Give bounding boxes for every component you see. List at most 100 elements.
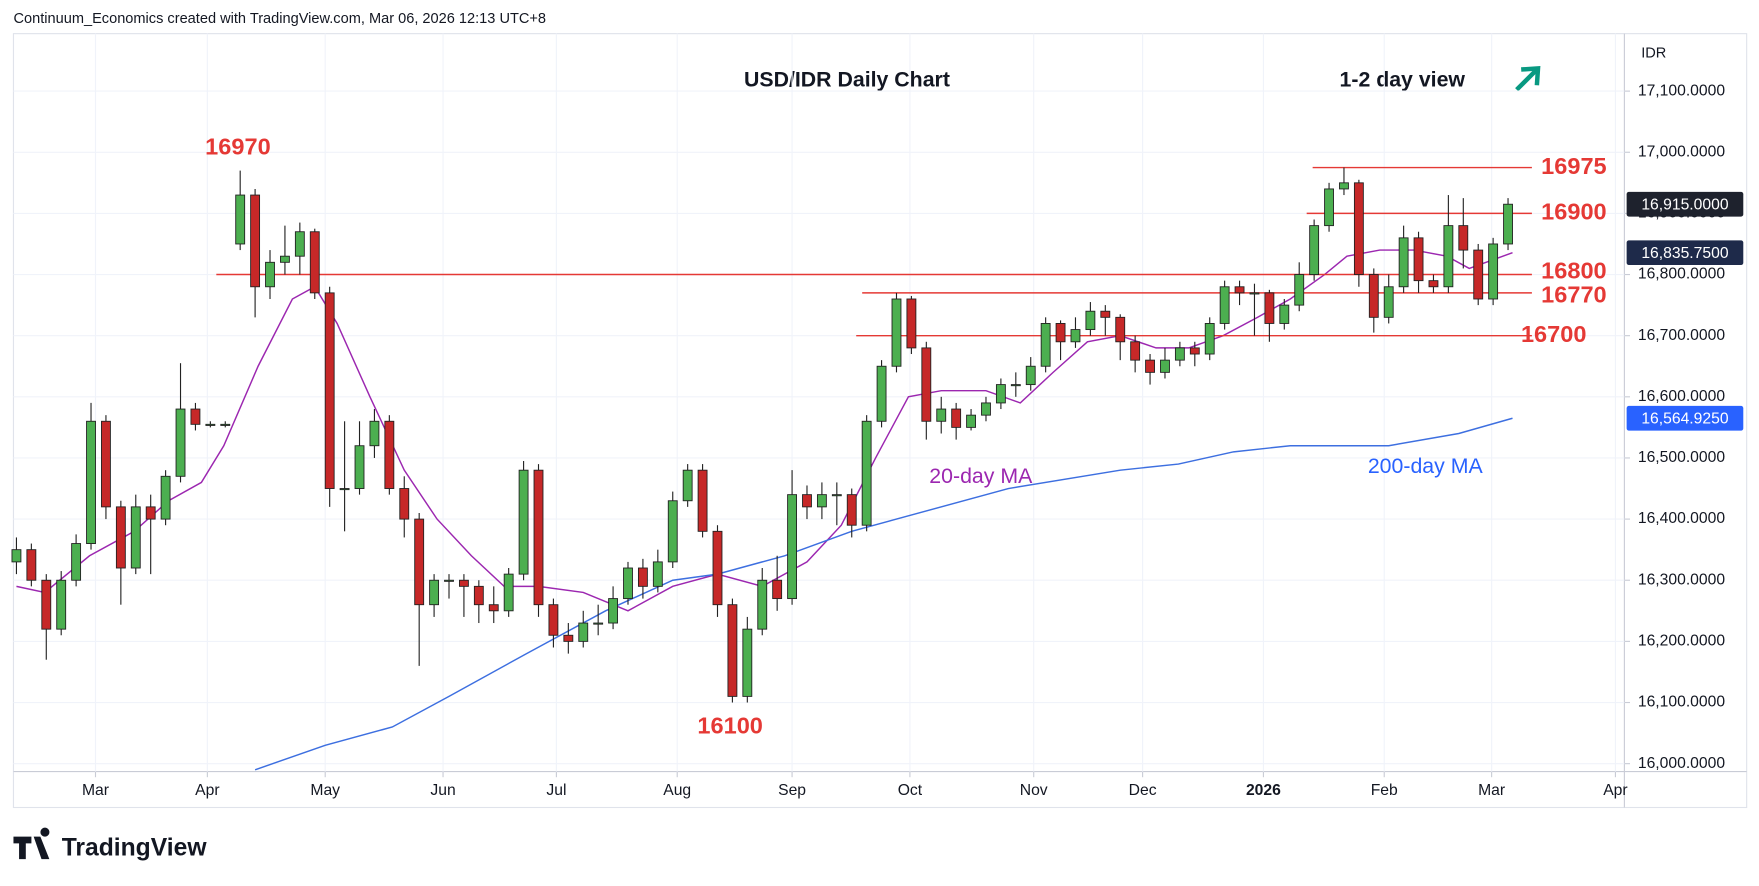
candle-body — [384, 420, 395, 489]
brand: TradingView — [62, 835, 208, 862]
candle-body — [265, 261, 275, 288]
level-label: 16975 — [1541, 153, 1606, 179]
candle-body — [399, 488, 410, 520]
moving-average — [254, 417, 1513, 771]
candle-body — [369, 420, 380, 447]
header: Continuum_Economics created with Trading… — [13, 11, 546, 27]
candle-body — [1160, 359, 1170, 373]
price-tag-label: 16,915.0000 — [1641, 196, 1729, 213]
candle-body — [831, 494, 842, 497]
candle-body — [593, 622, 604, 625]
candle-body — [861, 420, 872, 526]
candle-body — [1383, 286, 1394, 318]
y-tick-label: 16,300.0000 — [1638, 571, 1726, 588]
candle-body — [1368, 274, 1379, 318]
candle-body — [682, 469, 693, 502]
candle-body — [280, 255, 290, 263]
candle-body — [891, 298, 902, 367]
candle-body — [101, 420, 111, 508]
candle-body — [250, 194, 261, 288]
y-tick-label: 17,000.0000 — [1638, 143, 1726, 160]
candle-body — [951, 408, 962, 428]
candle-body — [1204, 323, 1215, 355]
logo: TradingView — [13, 827, 208, 862]
candle-body — [41, 579, 52, 630]
price-tag-label: 16,564.9250 — [1641, 411, 1729, 428]
candle-body — [324, 292, 335, 489]
candle-body — [757, 579, 768, 630]
candle-body — [697, 469, 708, 532]
y-tick-label: 16,000.0000 — [1638, 755, 1726, 772]
candle-body — [652, 561, 663, 587]
candle-body — [712, 530, 723, 606]
candle-body — [1115, 316, 1126, 343]
x-tick-label: Apr — [195, 782, 219, 799]
ma-label: 20-day MA — [929, 464, 1033, 488]
candle-body — [1398, 237, 1409, 288]
candle-body — [1189, 347, 1200, 355]
candle-body — [1085, 310, 1096, 331]
x-tick-label: Jul — [546, 782, 566, 799]
axes: 16,000.0000 16,100.0000 16,200.0000 16,300.… — [82, 82, 1744, 799]
candle-body — [488, 604, 499, 612]
candle-body — [444, 579, 454, 582]
candle-body — [966, 414, 976, 428]
candle-body — [1174, 347, 1185, 361]
x-tick-label: Mar — [82, 782, 109, 799]
candle-body — [205, 423, 216, 426]
level-label: 16900 — [1541, 199, 1606, 225]
x-tick-label: Dec — [1129, 782, 1157, 799]
candle-body — [86, 420, 96, 545]
candle-body — [1294, 274, 1305, 306]
candle-body — [623, 567, 633, 600]
candle-body — [1145, 359, 1155, 373]
candle-body — [190, 408, 201, 425]
level-label: 16700 — [1521, 321, 1586, 347]
candle-body — [309, 231, 320, 294]
candle-body — [235, 194, 246, 245]
candle-body — [175, 408, 186, 477]
candle-body — [56, 579, 67, 630]
candle-body — [727, 604, 738, 697]
candle-body — [772, 579, 783, 600]
candle-body — [1130, 341, 1141, 361]
candle-body — [130, 506, 141, 569]
candle-body — [414, 518, 425, 606]
candle-body — [429, 579, 440, 606]
candle-body — [354, 445, 365, 489]
candle-body — [1309, 225, 1320, 275]
candle-body — [876, 365, 887, 422]
candle-body — [518, 469, 529, 575]
price-tag — [1626, 405, 1744, 431]
price-tag — [1626, 240, 1744, 266]
candle-body — [1339, 182, 1349, 190]
candle-body — [563, 634, 574, 642]
y-tick-label: 16,100.0000 — [1638, 694, 1726, 711]
candle-body — [787, 494, 797, 600]
peak-label: 16970 — [205, 133, 270, 159]
subtitle: 1-2 day view — [1340, 67, 1466, 91]
y-tick-label: 16,400.0000 — [1638, 510, 1726, 527]
candle-body — [1070, 329, 1081, 343]
candle-body — [1234, 286, 1245, 294]
y-tick-label: 16,600.0000 — [1638, 388, 1726, 405]
candle-body — [906, 298, 917, 349]
candle-body — [1100, 310, 1111, 318]
candle-body — [846, 494, 857, 526]
candle-body — [548, 604, 559, 636]
x-tick-label: Mar — [1478, 782, 1505, 799]
candle-body — [608, 598, 619, 624]
y-tick-label: 16,500.0000 — [1638, 449, 1726, 466]
candle-body — [1428, 280, 1439, 288]
candle-body — [503, 573, 514, 612]
candle-body — [936, 408, 947, 422]
candle-body — [816, 494, 827, 508]
candle-body — [981, 402, 991, 416]
candle-body — [220, 423, 231, 426]
currency: IDR — [1641, 46, 1666, 62]
x-tick-label: Apr — [1603, 782, 1627, 799]
